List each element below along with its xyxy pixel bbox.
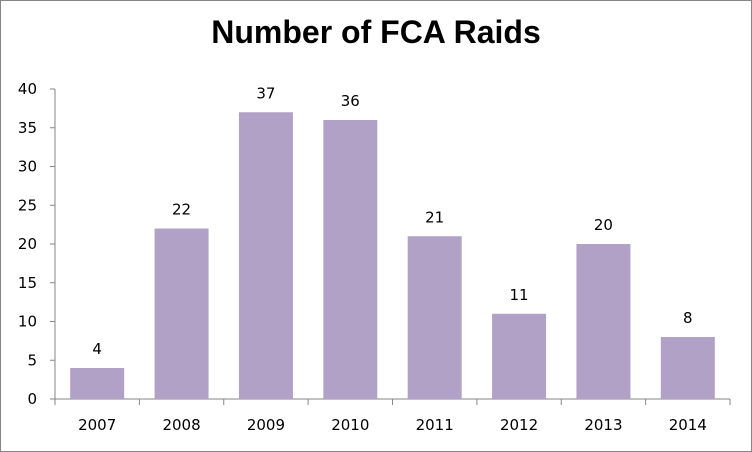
y-tick-label: 30 bbox=[18, 158, 37, 176]
bar-2010 bbox=[323, 120, 378, 399]
bar-2009 bbox=[238, 112, 293, 399]
bar-2008 bbox=[154, 228, 209, 399]
y-tick-label: 5 bbox=[27, 351, 37, 369]
data-label-2007: 4 bbox=[92, 340, 102, 358]
bar-2013 bbox=[576, 244, 631, 399]
data-label-2012: 11 bbox=[510, 286, 529, 304]
x-tick-label-2007: 2007 bbox=[78, 416, 116, 434]
bar-2014 bbox=[660, 337, 715, 399]
y-tick-label: 10 bbox=[18, 313, 37, 331]
bar-2011 bbox=[407, 236, 462, 399]
x-tick-label-2009: 2009 bbox=[247, 416, 285, 434]
data-label-2013: 20 bbox=[594, 216, 613, 234]
x-tick-label-2012: 2012 bbox=[500, 416, 538, 434]
chart-title: Number of FCA Raids bbox=[211, 14, 541, 50]
data-label-2014: 8 bbox=[683, 309, 693, 327]
x-tick-label-2008: 2008 bbox=[162, 416, 200, 434]
data-label-2010: 36 bbox=[341, 92, 360, 110]
y-tick-label: 0 bbox=[27, 390, 37, 408]
y-tick-label: 25 bbox=[18, 196, 37, 214]
x-tick-label-2010: 2010 bbox=[331, 416, 369, 434]
data-label-2008: 22 bbox=[172, 201, 191, 219]
x-tick-label-2014: 2014 bbox=[669, 416, 707, 434]
y-tick-label: 35 bbox=[18, 119, 37, 137]
data-label-2009: 37 bbox=[256, 84, 275, 102]
y-tick-label: 15 bbox=[18, 274, 37, 292]
y-tick-label: 20 bbox=[18, 235, 37, 253]
x-tick-label-2013: 2013 bbox=[584, 416, 622, 434]
y-tick-label: 40 bbox=[18, 80, 37, 98]
bar-2012 bbox=[492, 313, 547, 399]
data-label-2011: 21 bbox=[425, 208, 444, 226]
x-tick-label-2011: 2011 bbox=[416, 416, 454, 434]
bar-2007 bbox=[70, 368, 125, 399]
